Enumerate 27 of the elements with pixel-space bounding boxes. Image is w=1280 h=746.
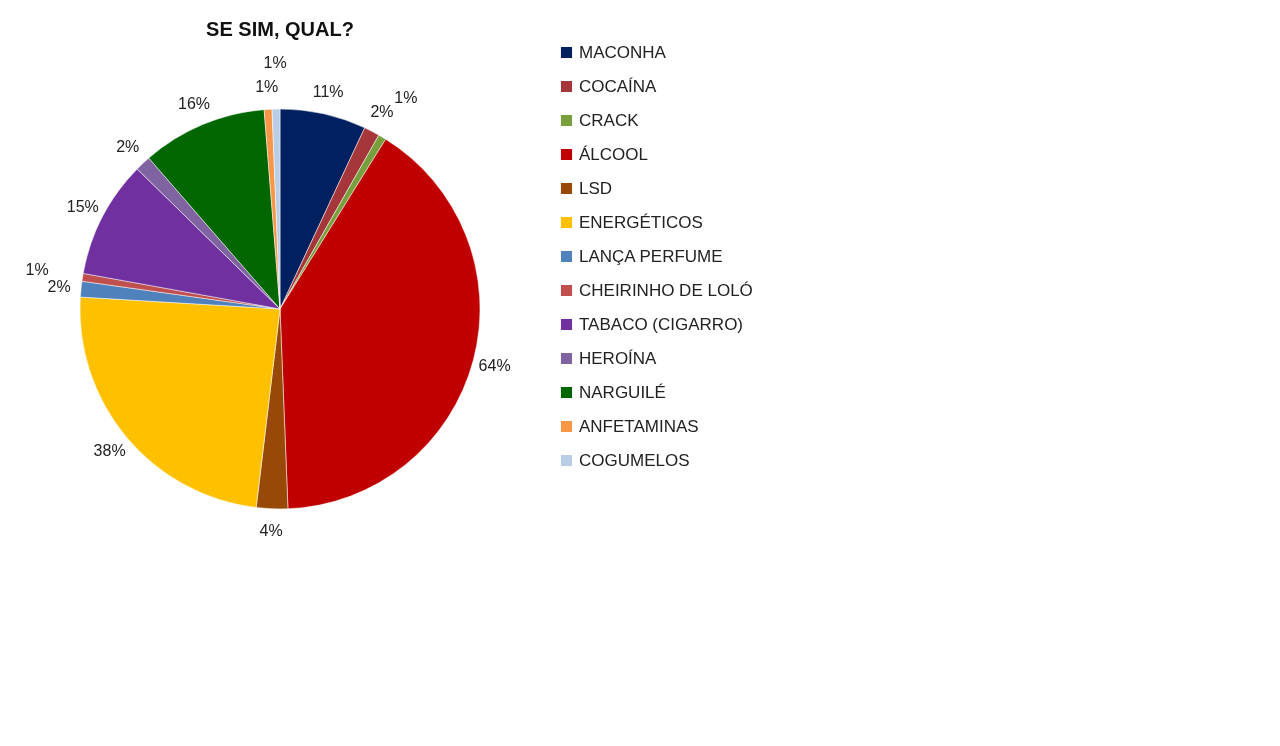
legend-label: HEROÍNA bbox=[579, 348, 658, 368]
data-label: 1% bbox=[394, 88, 418, 106]
data-label: 2% bbox=[116, 138, 140, 156]
legend-label: LANÇA PERFUME bbox=[579, 246, 723, 266]
legend-label: COGUMELOS bbox=[579, 450, 690, 470]
legend-label: LSD bbox=[579, 178, 613, 198]
data-label: 1% bbox=[263, 54, 287, 72]
chart-title: SE SIM, QUAL? bbox=[206, 18, 354, 40]
data-label: 1% bbox=[255, 78, 279, 96]
legend-label: ANFETAMINAS bbox=[579, 416, 699, 436]
legend-label: CHEIRINHO DE LOLÓ bbox=[579, 280, 753, 300]
data-label: 2% bbox=[47, 277, 71, 295]
legend-label: NARGUILÉ bbox=[579, 382, 666, 402]
data-label: 4% bbox=[259, 521, 283, 539]
data-label: 64% bbox=[478, 356, 511, 374]
legend-label: MACONHA bbox=[579, 42, 667, 62]
data-label: 11% bbox=[312, 83, 344, 101]
data-label: 2% bbox=[370, 102, 394, 120]
legend-label: TABACO (CIGARRO) bbox=[579, 314, 744, 334]
legend-label: COCAÍNA bbox=[579, 76, 658, 96]
data-label: 38% bbox=[93, 442, 126, 460]
legend-label: ENERGÉTICOS bbox=[579, 212, 703, 232]
legend-label: ÁLCOOL bbox=[579, 144, 648, 164]
data-label: 15% bbox=[66, 198, 99, 216]
data-label: 16% bbox=[178, 95, 211, 113]
data-label: 1% bbox=[25, 261, 49, 279]
legend-label: CRACK bbox=[579, 110, 640, 130]
